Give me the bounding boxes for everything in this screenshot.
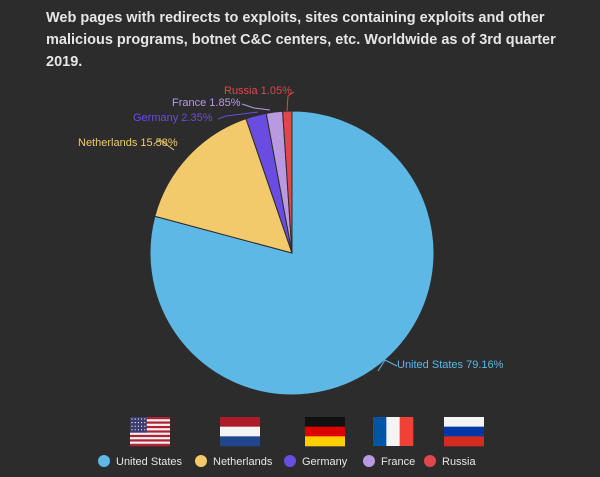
legend-item-france[interactable]: France [363,455,415,468]
legend-item-united-states[interactable]: United States [98,455,183,468]
data-label-netherlands: Netherlands 15.58% [78,137,178,149]
germany-flag-icon [305,417,345,447]
france-flag-icon [373,417,414,446]
legend-marker-united-states [98,455,110,467]
leader-line-united-states [377,359,398,372]
legend-label-united-states: United States [116,456,183,468]
legend-item-netherlands[interactable]: Netherlands [195,455,273,468]
data-label-france: France 1.85% [172,97,241,109]
data-label-russia: Russia 1.05% [224,85,292,97]
pie-slice-russia [282,110,293,254]
us-flag-icon [130,417,170,447]
slice-labels: United States 79.16% Netherlands 15.58% Ge… [78,85,504,371]
legend-label-france: France [381,456,415,468]
legend-label-russia: Russia [442,456,477,468]
legend: United States Netherlands Germany France Rus… [98,455,477,468]
leader-line-germany [217,111,259,120]
netherlands-flag-icon [220,417,260,447]
legend-item-germany[interactable]: Germany [284,455,348,468]
russia-flag-icon [444,417,484,447]
chart-title: Web pages with redirects to exploits, si… [46,10,556,70]
legend-marker-germany [284,455,296,467]
pie-slice-united-states [149,110,435,396]
legend-label-netherlands: Netherlands [213,456,273,468]
label-leader-lines [153,91,398,372]
legend-flags [130,417,484,447]
pie-slice-netherlands [154,118,293,254]
data-label-germany: Germany 2.35% [133,112,213,124]
legend-marker-netherlands [195,455,207,467]
legend-label-germany: Germany [302,456,348,468]
legend-item-russia[interactable]: Russia [424,455,477,468]
data-label-united-states: United States 79.16% [397,359,504,371]
leader-line-france [241,103,271,111]
leader-line-russia [286,91,295,112]
legend-marker-russia [424,455,436,467]
legend-marker-france [363,455,375,467]
leader-line-netherlands [153,139,175,151]
pie-slices [149,110,435,396]
